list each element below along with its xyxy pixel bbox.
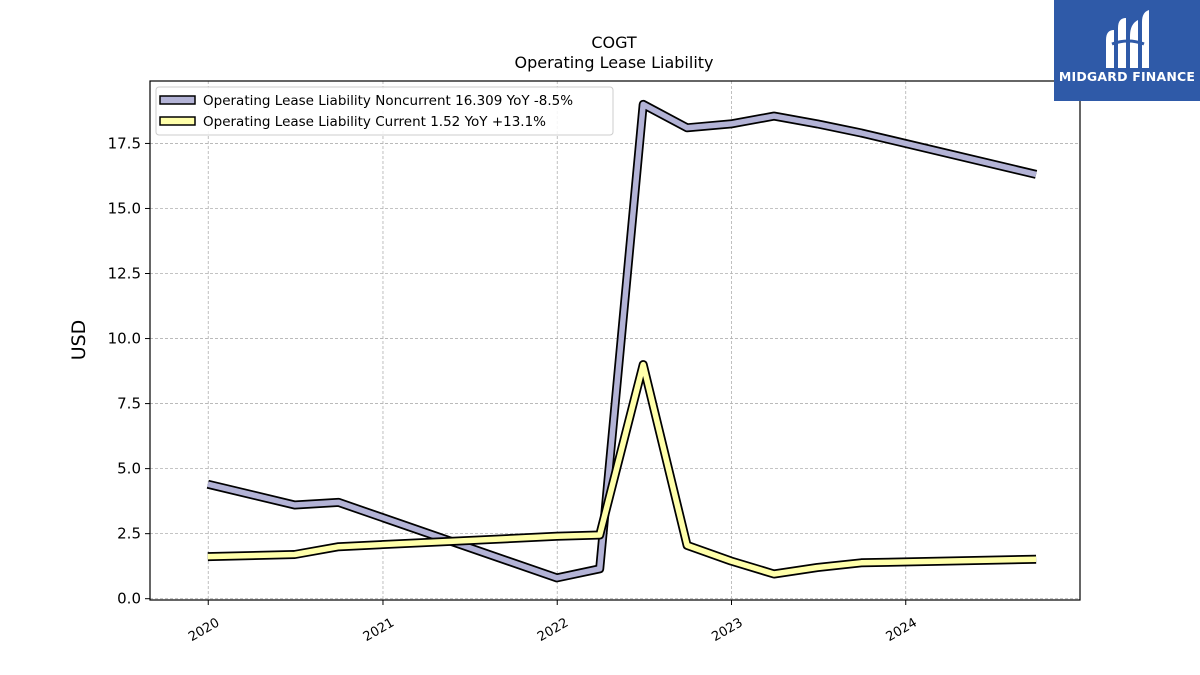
midgard-finance-logo: MIDGARD FINANCE: [1054, 0, 1200, 101]
legend-box: [155, 86, 614, 136]
chart-subtitle: Operating Lease Liability: [514, 53, 713, 72]
series-1-line: [207, 361, 1037, 577]
y-axis: 0.0 2.5 5.0 7.5 10.0 12.5 15.0 17.5: [108, 134, 150, 608]
y-tick-label: 17.5: [108, 134, 141, 152]
legend-label-0: Operating Lease Liability Noncurrent 16.…: [203, 93, 573, 109]
logo-mark-icon: [1106, 10, 1149, 68]
y-tick-label: 2.5: [117, 525, 141, 543]
series-1-outline: [207, 360, 1037, 579]
chart-title: COGT: [591, 33, 637, 52]
legend-swatch-0: [159, 95, 196, 105]
y-tick-label: 0.0: [117, 590, 141, 608]
x-tick-label: 2022: [535, 615, 571, 645]
x-tick-label: 2020: [186, 615, 222, 645]
grid: [150, 81, 1080, 600]
legend-swatch-1: [159, 116, 196, 126]
y-tick-label: 10.0: [108, 330, 141, 348]
series-0-line: [207, 101, 1037, 581]
x-tick-label: 2024: [884, 615, 920, 645]
y-tick-label: 12.5: [108, 265, 141, 283]
y-tick-label: 5.0: [117, 460, 141, 478]
plot-frame: [149, 80, 1081, 601]
x-axis: 2020 2021 2022 2023 2024: [186, 600, 920, 645]
x-tick-label: 2021: [361, 615, 397, 645]
y-axis-label: USD: [68, 320, 90, 361]
y-tick-label: 7.5: [117, 395, 141, 413]
y-tick-label: 15.0: [108, 199, 141, 217]
legend-label-1: Operating Lease Liability Current 1.52 Y…: [203, 114, 546, 130]
legend: Operating Lease Liability Noncurrent 16.…: [155, 86, 614, 136]
series-layer: [206, 99, 1038, 583]
logo-brand-text: MIDGARD FINANCE: [1058, 69, 1196, 84]
x-tick-label: 2023: [709, 615, 745, 645]
